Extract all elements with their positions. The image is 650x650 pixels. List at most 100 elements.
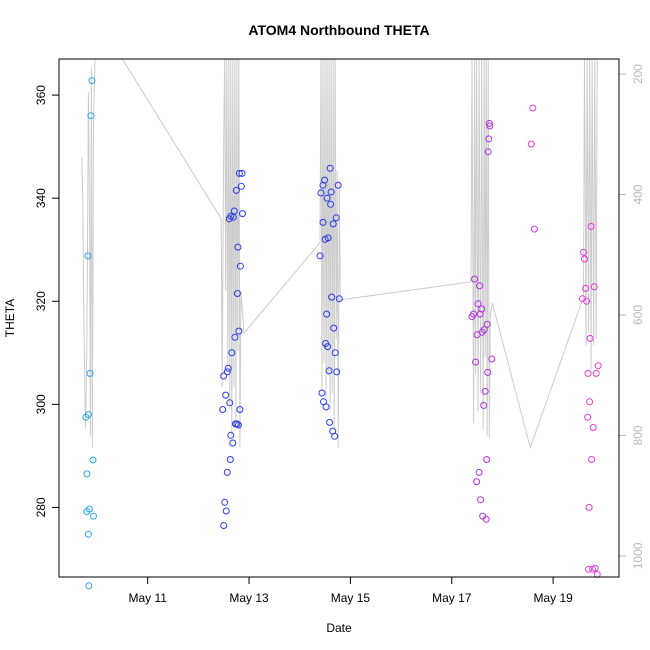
data-point (234, 243, 242, 251)
data-point (476, 282, 484, 290)
data-point (221, 498, 229, 506)
data-point (236, 406, 244, 413)
x-tick-label: May 15 (331, 591, 371, 605)
data-point (234, 421, 242, 429)
data-point (328, 293, 336, 301)
data-point (87, 112, 95, 120)
data-point (583, 297, 591, 305)
data-point (474, 300, 482, 308)
data-point (236, 262, 244, 270)
data-point (586, 334, 594, 342)
data-point (85, 582, 93, 590)
data-point (330, 324, 338, 332)
data-point (582, 284, 590, 292)
data-point (488, 355, 496, 363)
data-point (326, 418, 334, 426)
data-point (229, 439, 237, 447)
data-point (83, 470, 91, 478)
data-point (232, 186, 240, 194)
data-point (235, 327, 243, 335)
data-point (483, 320, 491, 328)
data-point (88, 77, 96, 85)
line-series-layer (81, 58, 598, 450)
data-point (220, 372, 228, 380)
data-point (588, 456, 596, 463)
y-tick-label: 320 (34, 291, 48, 311)
data-point (84, 411, 92, 419)
data-point (329, 220, 337, 228)
data-point (584, 413, 592, 421)
data-point (89, 456, 97, 464)
y2-tick-label: 800 (631, 425, 645, 445)
data-point (220, 522, 228, 529)
chart-title: ATOM4 Northbound THETA (248, 22, 429, 38)
data-point (85, 505, 93, 513)
points-layer (82, 77, 602, 590)
data-point (481, 387, 489, 395)
x-tick-label: May 19 (533, 591, 573, 605)
data-point (527, 140, 535, 148)
data-point (321, 176, 329, 184)
y2-tick-label: 200 (631, 64, 645, 84)
data-point (483, 456, 491, 463)
data-point (480, 401, 488, 409)
data-point (239, 210, 246, 218)
data-point (477, 496, 485, 504)
data-point (317, 189, 325, 197)
data-point (235, 169, 243, 177)
data-point (484, 148, 492, 156)
data-point (324, 343, 332, 351)
data-point (473, 478, 481, 486)
axes-layer: May 11 May 13 May 15 May 17 May 19 280 300 320 3… (34, 64, 645, 605)
y2-tick-label: 1000 (631, 542, 645, 569)
data-point (227, 431, 235, 439)
data-point (482, 515, 490, 523)
data-point (585, 565, 593, 573)
data-point (478, 305, 486, 313)
data-point (322, 403, 330, 411)
data-point (584, 369, 592, 377)
data-point (238, 169, 246, 177)
data-point (331, 432, 339, 440)
data-point (590, 283, 598, 291)
y-axis-label: THETA (3, 299, 17, 337)
y-tick-label: 300 (34, 394, 48, 414)
data-point (316, 252, 324, 260)
data-point (333, 368, 341, 376)
data-point (233, 420, 241, 428)
data-point (529, 104, 537, 112)
data-point (86, 369, 94, 377)
data-point (594, 362, 602, 370)
data-point (580, 248, 587, 256)
data-point (233, 290, 241, 297)
data-point (334, 181, 342, 189)
data-point (581, 255, 588, 263)
data-point (223, 468, 231, 476)
data-point (472, 358, 480, 366)
plot-frame (58, 58, 620, 578)
data-point (530, 225, 538, 233)
y-tick-label: 280 (34, 497, 48, 517)
data-point (480, 326, 488, 334)
data-point (589, 424, 597, 431)
data-point (327, 200, 335, 208)
data-point (326, 164, 334, 172)
data-point (331, 349, 339, 357)
data-point (222, 391, 230, 399)
data-point (224, 364, 232, 372)
line-series (81, 58, 598, 450)
data-point (585, 503, 593, 511)
y2-tick-label: 400 (631, 184, 645, 204)
data-point (84, 530, 92, 538)
data-point (324, 234, 332, 242)
data-point (471, 275, 479, 283)
data-point (323, 310, 331, 318)
data-point (485, 119, 493, 127)
data-point (485, 135, 493, 143)
data-point (228, 349, 236, 357)
data-point (592, 369, 600, 377)
data-point (335, 295, 343, 303)
data-point (231, 333, 239, 341)
data-point (84, 252, 92, 260)
